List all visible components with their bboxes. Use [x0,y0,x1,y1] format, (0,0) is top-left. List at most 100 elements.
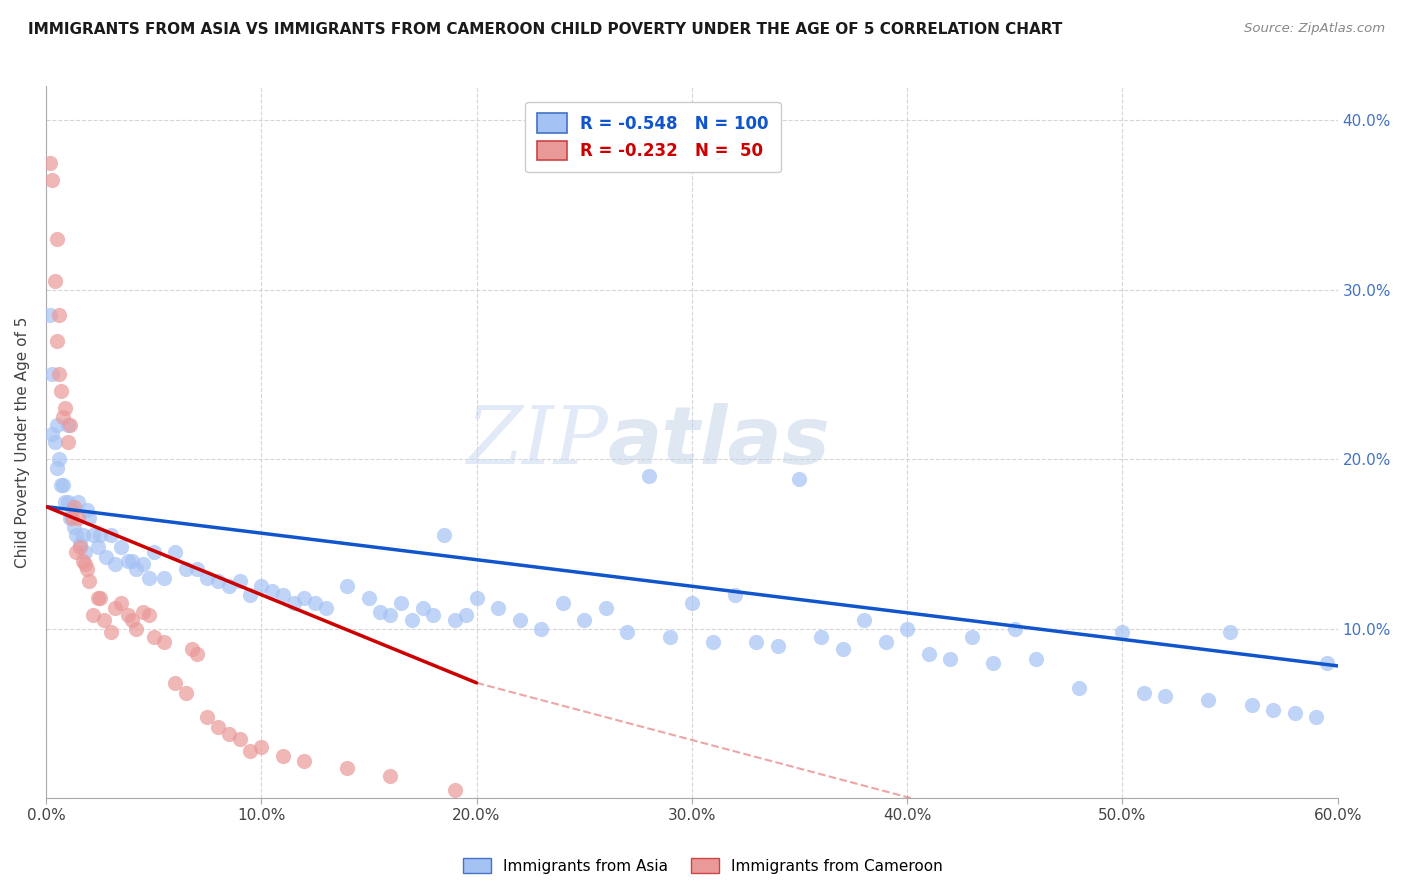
Point [132,605,155,619]
Point [60,503,83,517]
Point [165,676,187,690]
Point [44,435,66,450]
Point [67,511,90,525]
Point [1305,710,1327,724]
Point [44,274,66,288]
Point [572,613,595,627]
Point [207,720,229,734]
Point [810,630,832,644]
Point [939,652,962,666]
Point [73,545,96,559]
Point [239,743,262,757]
Point [228,574,250,589]
Point [218,727,240,741]
Point [1261,703,1284,717]
Point [271,748,294,763]
Point [1316,656,1339,670]
Point [93,613,115,627]
Point [76,503,98,517]
Point [831,642,853,657]
Point [616,625,638,640]
Point [104,558,127,572]
Point [45,334,67,348]
Point [138,571,160,585]
Text: atlas: atlas [607,403,831,481]
Point [292,754,315,768]
Point [96,550,118,565]
Point [702,635,724,649]
Point [52,409,75,424]
Point [69,541,91,555]
Point [89,591,111,606]
Point [389,596,412,610]
Point [41,426,63,441]
Point [48,368,70,382]
Point [82,528,104,542]
Point [595,601,617,615]
Point [433,528,456,542]
Point [76,562,98,576]
Text: ZIP: ZIP [467,403,607,481]
Point [104,601,127,615]
Point [659,630,682,644]
Point [336,760,359,774]
Point [486,601,509,615]
Point [896,622,918,636]
Point [121,554,143,568]
Point [1284,706,1306,721]
Point [250,579,273,593]
Point [1025,652,1047,666]
Point [1240,698,1263,712]
Point [228,731,250,746]
Point [125,622,148,636]
Point [207,574,229,589]
Point [1198,693,1220,707]
Point [336,579,359,593]
Point [1111,625,1133,640]
Point [197,571,219,585]
Point [56,435,79,450]
Point [292,591,315,606]
Point [100,625,122,640]
Legend: R = -0.548   N = 100, R = -0.232   N =  50: R = -0.548 N = 100, R = -0.232 N = 50 [526,102,780,172]
Point [745,635,768,649]
Point [218,579,240,593]
Point [77,511,100,525]
Point [960,630,983,644]
Legend: Immigrants from Asia, Immigrants from Cameroon: Immigrants from Asia, Immigrants from Ca… [457,852,949,880]
Point [72,554,94,568]
Point [56,494,79,508]
Point [444,782,467,797]
Point [1154,690,1177,704]
Point [530,622,553,636]
Point [283,596,305,610]
Point [53,401,76,416]
Point [551,596,574,610]
Point [681,596,703,610]
Point [174,686,197,700]
Point [39,308,62,322]
Point [138,608,160,623]
Point [59,511,82,525]
Point [86,591,108,606]
Point [1004,622,1026,636]
Point [60,511,83,525]
Point [100,528,122,542]
Point [465,591,488,606]
Point [1219,625,1241,640]
Point [239,588,262,602]
Point [1069,681,1091,695]
Point [48,452,70,467]
Point [69,537,91,551]
Point [509,613,531,627]
Point [49,477,72,491]
Point [86,541,108,555]
Point [181,642,204,657]
Point [67,494,90,508]
Point [39,155,62,169]
Point [981,656,1004,670]
Point [65,545,87,559]
Point [315,601,337,615]
Point [59,418,82,433]
Point [89,528,111,542]
